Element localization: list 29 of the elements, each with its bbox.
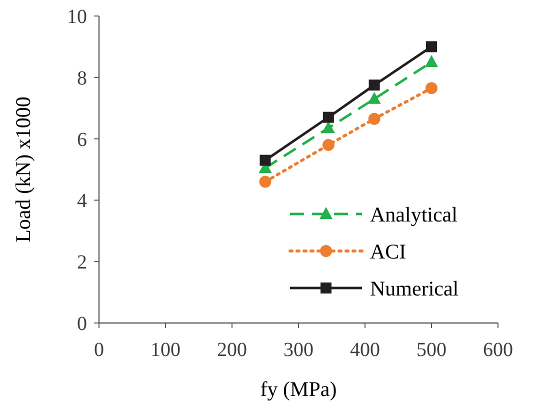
point bbox=[368, 92, 381, 104]
y-tick-label: 4 bbox=[77, 190, 87, 212]
y-tick-label: 8 bbox=[77, 67, 87, 90]
point bbox=[426, 82, 438, 94]
x-axis-title: fy (MPa) bbox=[260, 377, 337, 401]
x-tick-label: 600 bbox=[483, 339, 513, 361]
y-tick-label: 10 bbox=[67, 6, 87, 28]
point bbox=[368, 80, 380, 91]
legend-label: Analytical bbox=[370, 202, 458, 226]
point bbox=[426, 41, 437, 52]
legend-label: ACI bbox=[370, 239, 406, 264]
point bbox=[259, 176, 272, 188]
x-tick-label: 100 bbox=[150, 339, 180, 361]
y-axis-title: Load (kN) x1000 bbox=[11, 96, 35, 242]
point bbox=[322, 121, 335, 134]
point bbox=[260, 154, 271, 166]
x-tick-label: 200 bbox=[217, 339, 247, 361]
legend-label: Numerical bbox=[370, 276, 459, 300]
x-tick-label: 300 bbox=[284, 339, 314, 361]
point bbox=[322, 112, 334, 123]
x-tick-label: 0 bbox=[94, 339, 104, 361]
x-tick-label: 400 bbox=[350, 339, 380, 361]
point bbox=[425, 55, 438, 68]
y-tick-label: 6 bbox=[77, 128, 87, 151]
x-tick-label: 500 bbox=[416, 339, 446, 361]
y-tick-label: 2 bbox=[77, 252, 87, 274]
y-tick-label: 0 bbox=[77, 313, 87, 335]
point bbox=[322, 138, 334, 151]
point bbox=[368, 112, 380, 125]
